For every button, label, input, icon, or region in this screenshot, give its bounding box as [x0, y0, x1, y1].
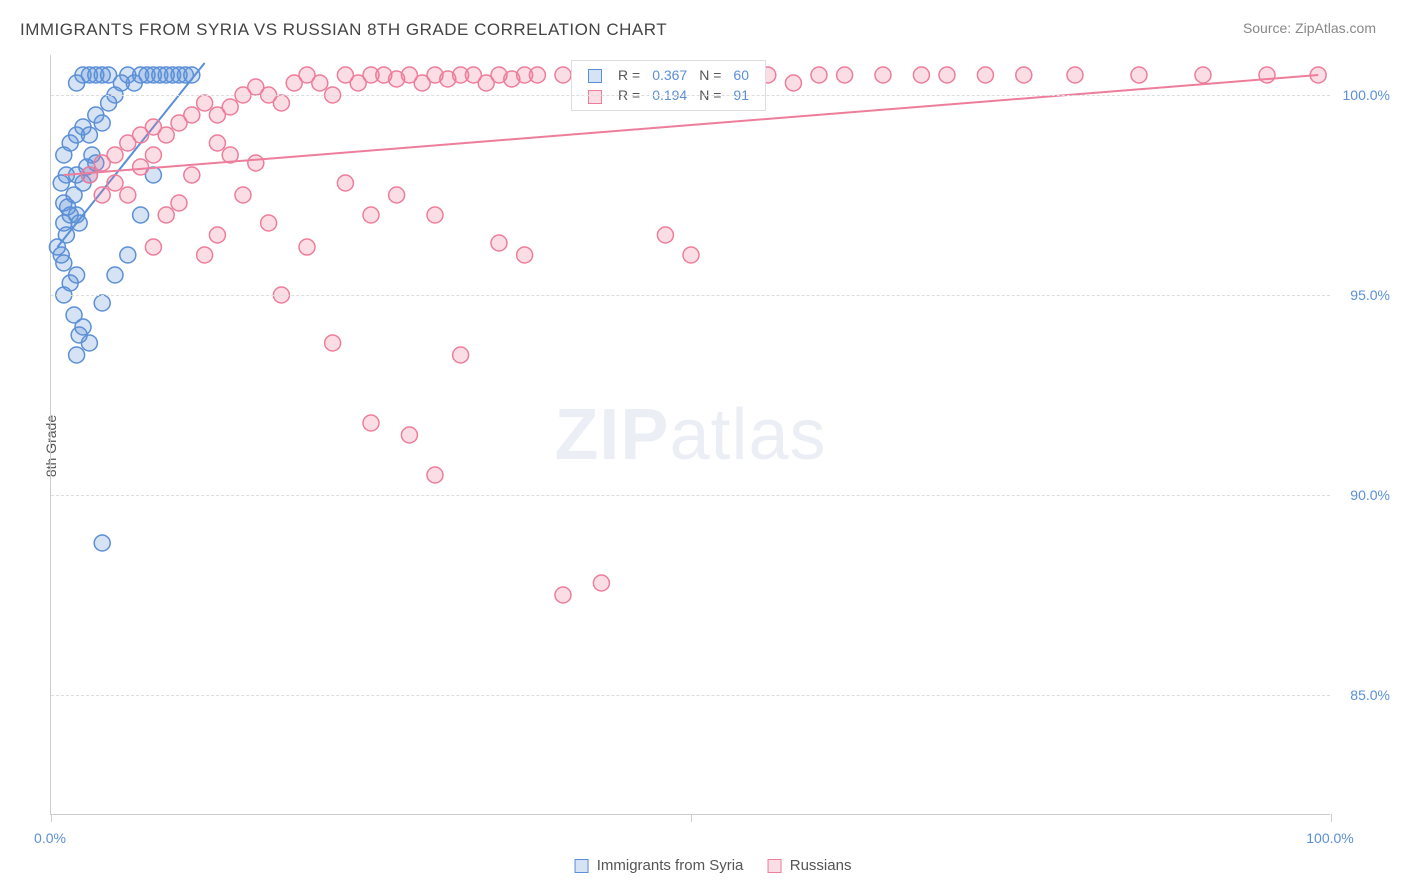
- data-point: [94, 535, 110, 551]
- data-point: [209, 227, 225, 243]
- data-point: [81, 167, 97, 183]
- data-point: [94, 295, 110, 311]
- data-point: [363, 207, 379, 223]
- data-point: [120, 247, 136, 263]
- data-point: [875, 67, 891, 83]
- data-point: [171, 195, 187, 211]
- legend-label-syria: Immigrants from Syria: [597, 857, 744, 874]
- ytick-label: 100.0%: [1343, 87, 1390, 103]
- gridline: [51, 295, 1330, 296]
- r-label: R =: [612, 65, 646, 85]
- ytick-label: 85.0%: [1350, 687, 1390, 703]
- data-point: [261, 215, 277, 231]
- chart-title: IMMIGRANTS FROM SYRIA VS RUSSIAN 8TH GRA…: [20, 20, 667, 40]
- gridline: [51, 695, 1330, 696]
- data-point: [427, 207, 443, 223]
- legend-top: R = 0.367 N = 60 R = 0.194 N = 91: [571, 60, 766, 111]
- data-point: [69, 347, 85, 363]
- data-point: [184, 167, 200, 183]
- data-point: [517, 247, 533, 263]
- ytick-label: 90.0%: [1350, 487, 1390, 503]
- data-point: [389, 187, 405, 203]
- data-point: [69, 75, 85, 91]
- legend-label-russians: Russians: [790, 857, 852, 874]
- data-point: [977, 67, 993, 83]
- data-point: [453, 347, 469, 363]
- data-point: [94, 187, 110, 203]
- data-point: [81, 127, 97, 143]
- r-value-syria: 0.367: [646, 65, 693, 85]
- data-point: [248, 155, 264, 171]
- data-point: [337, 175, 353, 191]
- plot-area: ZIPatlas R = 0.367 N = 60 R = 0.194 N = …: [50, 55, 1330, 815]
- data-point: [107, 267, 123, 283]
- data-point: [913, 67, 929, 83]
- xtick-label: 100.0%: [1306, 830, 1353, 846]
- n-value-syria: 60: [727, 65, 755, 85]
- data-point: [60, 199, 76, 215]
- ytick-label: 95.0%: [1350, 287, 1390, 303]
- data-point: [158, 207, 174, 223]
- legend-swatch-syria: [588, 69, 602, 83]
- data-point: [1131, 67, 1147, 83]
- data-point: [209, 135, 225, 151]
- data-point: [235, 187, 251, 203]
- chart-svg: [51, 55, 1330, 814]
- data-point: [529, 67, 545, 83]
- legend-swatch-russians: [768, 859, 782, 873]
- data-point: [197, 95, 213, 111]
- data-point: [56, 255, 72, 271]
- data-point: [325, 335, 341, 351]
- data-point: [222, 99, 238, 115]
- xtick-label: 0.0%: [34, 830, 66, 846]
- data-point: [299, 239, 315, 255]
- data-point: [94, 115, 110, 131]
- gridline: [51, 95, 1330, 96]
- data-point: [120, 187, 136, 203]
- data-point: [145, 147, 161, 163]
- data-point: [184, 107, 200, 123]
- data-point: [1016, 67, 1032, 83]
- legend-row: R = 0.367 N = 60: [582, 65, 755, 85]
- data-point: [811, 67, 827, 83]
- xtick: [51, 814, 52, 822]
- data-point: [837, 67, 853, 83]
- data-point: [1259, 67, 1275, 83]
- data-point: [491, 235, 507, 251]
- data-point: [107, 147, 123, 163]
- data-point: [363, 415, 379, 431]
- data-point: [555, 67, 571, 83]
- data-point: [107, 175, 123, 191]
- data-point: [593, 575, 609, 591]
- gridline: [51, 495, 1330, 496]
- legend-bottom: Immigrants from Syria Russians: [555, 857, 852, 874]
- data-point: [555, 587, 571, 603]
- data-point: [197, 247, 213, 263]
- n-label: N =: [693, 65, 727, 85]
- data-point: [1195, 67, 1211, 83]
- data-point: [785, 75, 801, 91]
- source-label: Source: ZipAtlas.com: [1243, 20, 1376, 36]
- legend-swatch-russians: [588, 90, 602, 104]
- data-point: [145, 239, 161, 255]
- xtick: [1331, 814, 1332, 822]
- data-point: [71, 215, 87, 231]
- data-point: [75, 319, 91, 335]
- data-point: [273, 95, 289, 111]
- data-point: [939, 67, 955, 83]
- data-point: [158, 127, 174, 143]
- legend-swatch-syria: [575, 859, 589, 873]
- data-point: [81, 335, 97, 351]
- xtick: [691, 814, 692, 822]
- data-point: [401, 427, 417, 443]
- data-point: [657, 227, 673, 243]
- data-point: [427, 467, 443, 483]
- data-point: [69, 267, 85, 283]
- data-point: [312, 75, 328, 91]
- data-point: [133, 159, 149, 175]
- data-point: [683, 247, 699, 263]
- data-point: [1067, 67, 1083, 83]
- data-point: [56, 215, 72, 231]
- data-point: [133, 207, 149, 223]
